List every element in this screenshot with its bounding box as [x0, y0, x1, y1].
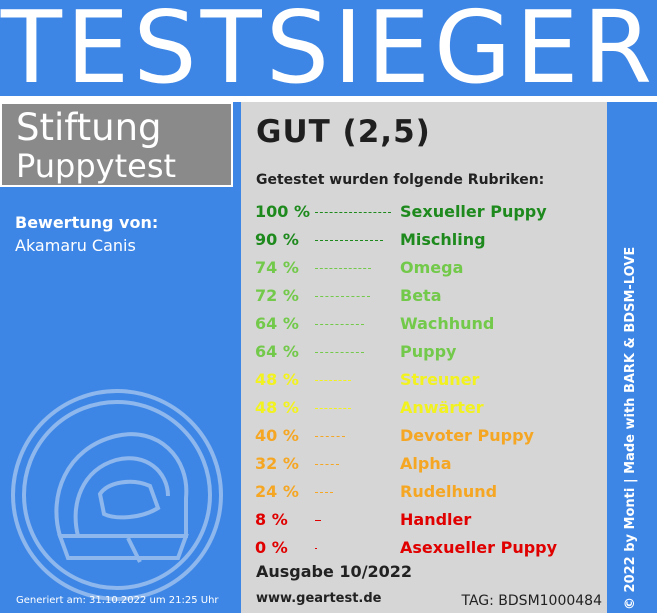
rubric-score-line: [315, 268, 371, 269]
rubric-row: 72 % Beta: [241, 282, 607, 310]
rubric-percent: 100 %: [255, 202, 310, 221]
rubric-percent: 64 %: [255, 314, 299, 333]
rubric-percent: 90 %: [255, 230, 299, 249]
rubric-row: 8 % Handler: [241, 506, 607, 534]
rubric-percent: 40 %: [255, 426, 299, 445]
reviewer-name: Akamaru Canis: [15, 236, 136, 255]
rubric-percent: 24 %: [255, 482, 299, 501]
rubric-label: Beta: [400, 286, 442, 305]
rubric-percent: 72 %: [255, 286, 299, 305]
rubric-percent: 64 %: [255, 342, 299, 361]
divider: [0, 96, 657, 102]
issue: Ausgabe 10/2022: [256, 562, 413, 581]
rubric-label: Omega: [400, 258, 464, 277]
rubric-percent: 74 %: [255, 258, 299, 277]
rubric-score-line: [315, 240, 383, 241]
rubric-intro: Getestet wurden folgende Rubriken:: [256, 172, 545, 188]
rubric-row: 74 % Omega: [241, 254, 607, 282]
reviewer-label: Bewertung von:: [15, 213, 159, 232]
rubric-label: Puppy: [400, 342, 457, 361]
rubric-label: Alpha: [400, 454, 452, 473]
brand-box: Stiftung Puppytest: [0, 102, 233, 187]
rubric-label: Mischling: [400, 230, 486, 249]
rubric-score-line: [315, 520, 321, 521]
rubric-percent: 48 %: [255, 370, 299, 389]
rubric-score-line: [315, 436, 345, 437]
rubric-score-line: [315, 296, 370, 297]
credit-line: © 2022 by Monti | Made with BARK & BDSM-…: [623, 246, 638, 610]
banner-title: TESTSIEGER: [0, 0, 657, 96]
grade: GUT (2,5): [256, 114, 431, 150]
rubric-score-line: [315, 464, 339, 465]
tag-id: TAG: BDSM1000484: [461, 593, 602, 609]
rubric-label: Devoter Puppy: [400, 426, 534, 445]
brand-line-2: Puppytest: [16, 147, 177, 185]
website-link[interactable]: www.geartest.de: [256, 591, 382, 606]
rubric-row: 40 % Devoter Puppy: [241, 422, 607, 450]
rubric-percent: 0 %: [255, 538, 288, 557]
rubric-label: Streuner: [400, 370, 480, 389]
rubric-label: Anwärter: [400, 398, 484, 417]
rubric-score-line: [315, 212, 391, 213]
rubric-label: Handler: [400, 510, 472, 529]
rubric-percent: 32 %: [255, 454, 299, 473]
reviewer: Bewertung von: Akamaru Canis: [15, 212, 158, 258]
generated-timestamp: Generiert am: 31.10.2022 um 21:25 Uhr: [16, 595, 219, 606]
rubric-row: 0 % Asexueller Puppy: [241, 534, 607, 562]
rubric-row: 32 % Alpha: [241, 450, 607, 478]
result-panel: GUT (2,5) Getestet wurden folgende Rubri…: [241, 102, 607, 613]
rubric-label: Asexueller Puppy: [400, 538, 558, 557]
rubric-row: 64 % Puppy: [241, 338, 607, 366]
rubric-label: Sexueller Puppy: [400, 202, 547, 221]
rubric-score-line: [315, 324, 364, 325]
rubric-score-line: [315, 492, 333, 493]
rubric-score-line: [315, 408, 351, 409]
rubric-score-line: [315, 352, 364, 353]
rubric-label: Wachhund: [400, 314, 495, 333]
rubric-score-line: [315, 380, 351, 381]
rubric-row: 90 % Mischling: [241, 226, 607, 254]
rubric-label: Rudelhund: [400, 482, 498, 501]
rubric-row: 24 % Rudelhund: [241, 478, 607, 506]
rubric-row: 48 % Streuner: [241, 366, 607, 394]
rubric-score-line: [315, 548, 317, 549]
rubric-row: 64 % Wachhund: [241, 310, 607, 338]
brand-line-1: Stiftung: [16, 106, 162, 149]
rubric-percent: 48 %: [255, 398, 299, 417]
rubric-row: 48 % Anwärter: [241, 394, 607, 422]
rubric-percent: 8 %: [255, 510, 288, 529]
rubric-row: 100 % Sexueller Puppy: [241, 198, 607, 226]
helmet-logo-icon: [11, 389, 223, 601]
